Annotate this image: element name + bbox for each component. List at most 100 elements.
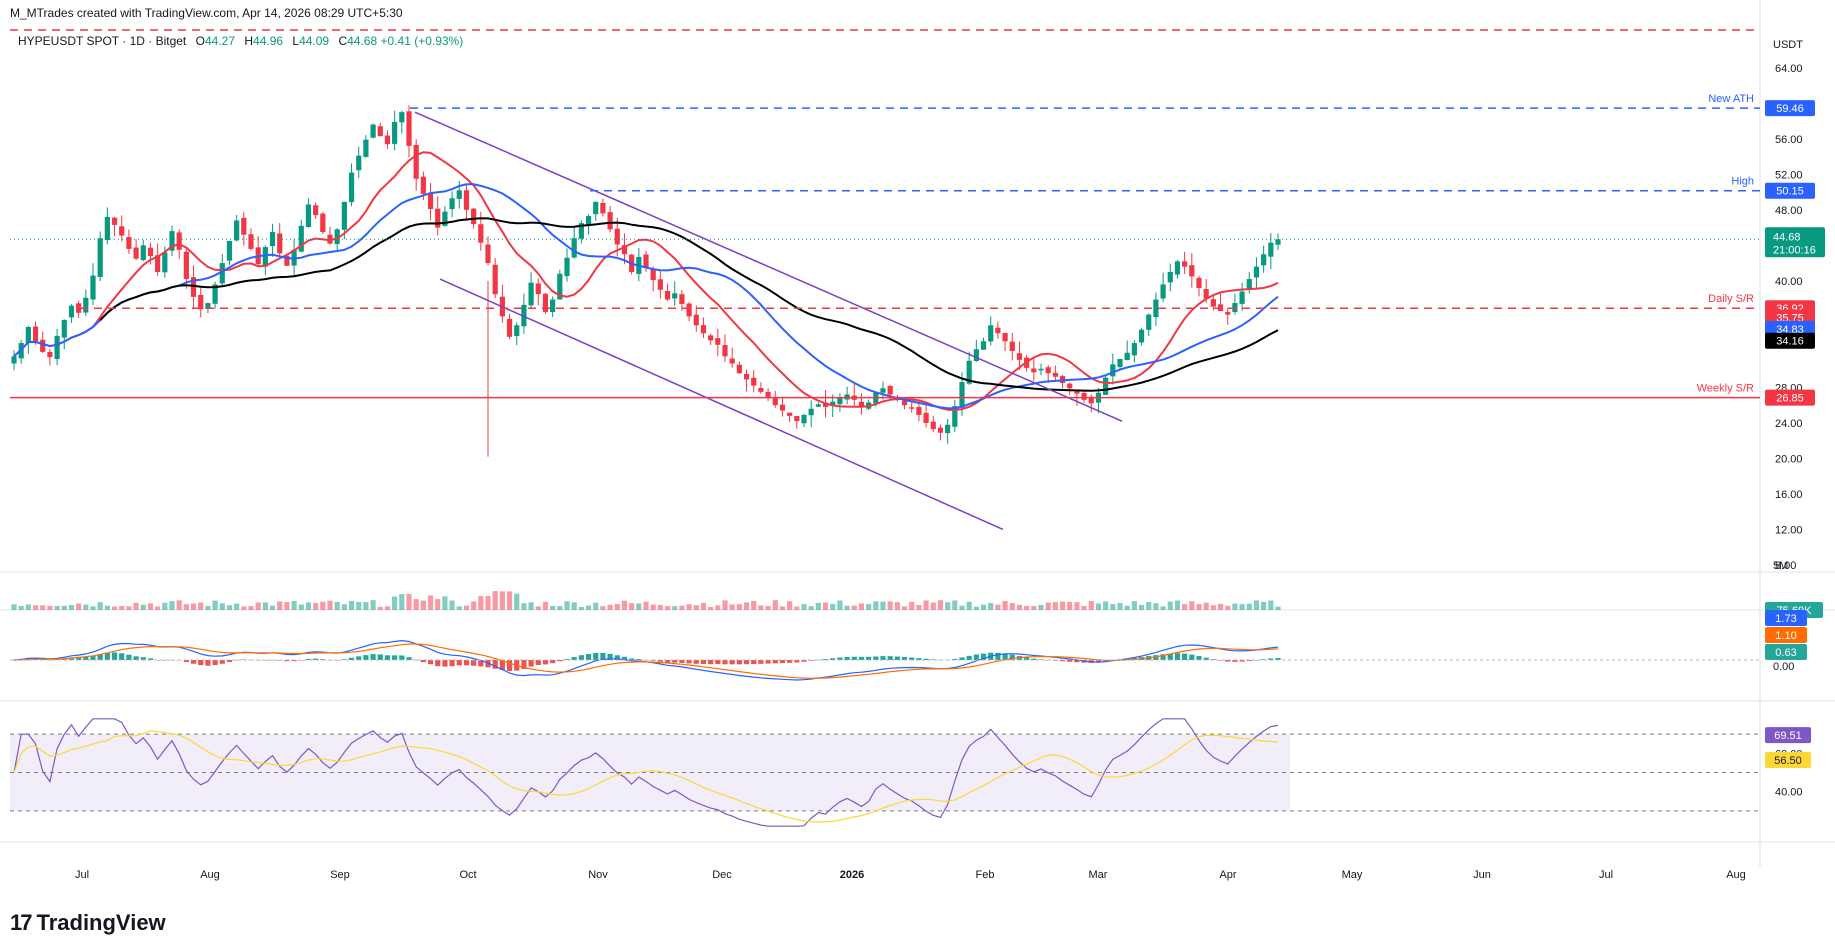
candle-body xyxy=(557,273,563,300)
volume-bar xyxy=(420,600,426,610)
candle-body xyxy=(1253,266,1260,278)
volume-bar xyxy=(327,600,333,610)
volume-bar xyxy=(571,602,577,610)
volume-bar xyxy=(111,606,118,610)
macd-hist-bar xyxy=(837,657,843,660)
time-tick-0: Jul xyxy=(75,869,89,881)
macd-hist-bar xyxy=(478,660,484,667)
volume-bar xyxy=(980,604,987,610)
candle-body xyxy=(392,121,398,144)
candle-body xyxy=(32,326,39,342)
candle-body xyxy=(542,293,549,312)
last-price-value: 44.68 xyxy=(1773,231,1801,243)
open-value: 44.27 xyxy=(204,34,235,48)
volume-bar xyxy=(399,594,405,610)
candle-body xyxy=(1081,392,1087,400)
candle-body xyxy=(794,416,800,422)
candle-body xyxy=(427,192,434,209)
candle-body xyxy=(348,172,355,203)
time-tick-10: May xyxy=(1342,869,1363,881)
candle-body xyxy=(183,251,189,280)
candle-body xyxy=(700,325,707,334)
candle-body xyxy=(377,126,383,137)
candle-body xyxy=(1196,277,1202,288)
volume-bar xyxy=(1174,600,1181,610)
close-label: C xyxy=(338,34,348,48)
candle-body xyxy=(815,404,821,407)
macd-hist-bar xyxy=(794,660,800,663)
macd-hist-bar xyxy=(866,656,872,660)
macd-hist-bar xyxy=(1196,656,1202,660)
candle-body xyxy=(176,232,182,250)
macd-hist-bar xyxy=(621,656,628,660)
volume-bar xyxy=(564,601,570,610)
level-label-3: Weekly S/R xyxy=(1697,383,1754,395)
candle-body xyxy=(664,290,671,300)
candle-body xyxy=(90,275,96,300)
candle-body xyxy=(980,341,987,350)
candle-body xyxy=(995,327,1001,334)
volume-bar xyxy=(234,603,240,610)
volume-bar xyxy=(162,602,168,610)
macd-hist-bar xyxy=(348,657,355,660)
macd-hist-bar xyxy=(234,660,240,661)
low-label: L xyxy=(292,34,300,48)
volume-bar xyxy=(1275,606,1281,610)
macd-hist-bar xyxy=(1103,660,1109,662)
candle-body xyxy=(1210,299,1216,307)
candle-body xyxy=(535,283,541,295)
macd-hist-bar xyxy=(11,660,17,661)
candle-body xyxy=(226,240,233,261)
tradingview-wordmark: TradingView xyxy=(36,910,166,935)
macd-hist-bar xyxy=(126,654,132,660)
volume-bar xyxy=(413,599,419,610)
candle-body xyxy=(298,225,304,252)
time-tick-13: Aug xyxy=(1726,869,1746,881)
macd-hist-bar xyxy=(952,658,958,660)
time-tick-5: Dec xyxy=(712,869,732,881)
candle-body xyxy=(514,325,520,336)
volume-bar xyxy=(1059,601,1066,610)
volume-bar xyxy=(923,600,929,610)
macd-hist-bar xyxy=(535,660,541,666)
candle-body xyxy=(1052,372,1058,377)
volume-bar xyxy=(808,606,814,610)
volume-bar xyxy=(1253,600,1260,610)
volume-bar xyxy=(348,600,355,610)
rsi-ma-line xyxy=(13,730,1279,823)
level-tag-1: 50.15 xyxy=(1765,182,1815,199)
volume-bar xyxy=(341,604,347,610)
candle-body xyxy=(1124,352,1130,361)
candle-body xyxy=(219,263,225,284)
macd-hist-bar xyxy=(1038,659,1044,660)
volume-bar xyxy=(406,594,412,610)
volume-bar xyxy=(715,605,721,610)
macd-hist-bar xyxy=(1095,660,1102,663)
macd-hist-bar xyxy=(1239,660,1245,662)
macd-hist-bar xyxy=(384,655,391,660)
volume-bar xyxy=(679,605,685,610)
volume-bar xyxy=(729,604,735,610)
open-label: O xyxy=(195,34,205,48)
macd-hist-bar xyxy=(212,660,218,666)
macd-hist-bar xyxy=(765,660,771,664)
candle-body xyxy=(937,427,944,433)
volume-bar xyxy=(269,605,276,610)
chart-credit: M_MTrades created with TradingView.com, … xyxy=(10,6,403,20)
macd-hist-bar xyxy=(822,659,829,660)
tradingview-logo-icon: 17 xyxy=(10,910,33,935)
volume-bar xyxy=(916,605,922,610)
volume-bar xyxy=(212,600,218,610)
tradingview-logo[interactable]: 17 TradingView xyxy=(10,910,166,936)
macd-hist-bar xyxy=(1074,660,1080,663)
macd-hist-bar xyxy=(880,656,886,660)
candle-body xyxy=(435,208,441,228)
macd-hist-bar xyxy=(399,655,405,660)
symbol-name[interactable]: HYPEUSDT SPOT · 1D · Bitget xyxy=(18,34,187,48)
macd-hist-bar xyxy=(61,658,67,660)
volume-bar xyxy=(90,606,96,610)
volume-bar xyxy=(909,601,915,610)
candle-body xyxy=(751,377,757,386)
volume-bar xyxy=(535,606,541,610)
